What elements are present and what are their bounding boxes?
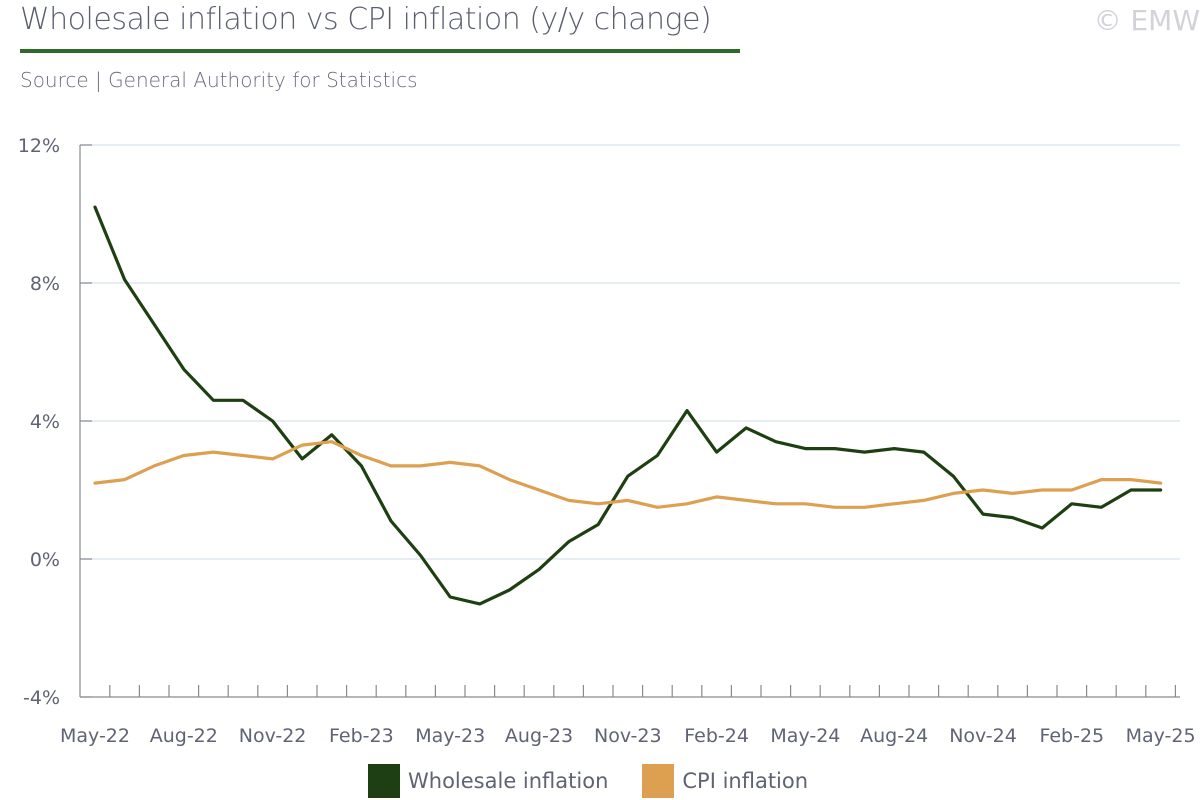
x-tick-label: Feb-25 xyxy=(1039,725,1104,747)
title-underline xyxy=(20,49,740,53)
y-tick-label: 4% xyxy=(30,411,60,433)
y-tick-label: 8% xyxy=(30,273,60,295)
x-tick-label: May-24 xyxy=(770,725,840,747)
x-tick-label: Feb-23 xyxy=(329,725,394,747)
x-tick-label: Nov-24 xyxy=(949,725,1017,747)
legend-label-wholesale: Wholesale inflation xyxy=(408,769,609,793)
x-tick-label: Nov-22 xyxy=(239,725,307,747)
line-chart: -4% 0% 4% 8% 12% May-22 Aug-22 Nov-22 Feb-23 May-… xyxy=(18,135,1196,747)
x-tick-label: Nov-23 xyxy=(594,725,662,747)
x-tick-label: Aug-23 xyxy=(505,725,573,747)
series-line-wholesale xyxy=(93,205,1163,606)
y-tick-label: 12% xyxy=(18,135,60,157)
x-tick-label: May-23 xyxy=(415,725,485,747)
legend-label-cpi: CPI inflation xyxy=(682,769,809,793)
copyright-watermark: © EMW xyxy=(1093,4,1200,37)
x-tick-label: May-22 xyxy=(60,725,130,747)
tick-labels: -4% 0% 4% 8% 12% May-22 Aug-22 Nov-22 Feb-23 May-… xyxy=(18,135,1196,747)
series-lines xyxy=(93,205,1163,606)
x-tick-label: Aug-24 xyxy=(860,725,928,747)
x-tick-label: Feb-24 xyxy=(684,725,749,747)
y-tick-label: 0% xyxy=(30,549,60,571)
legend: Wholesale inflation CPI inflation xyxy=(368,764,842,798)
legend-item-wholesale[interactable]: Wholesale inflation xyxy=(368,764,608,798)
gridlines xyxy=(80,144,1180,560)
axes xyxy=(79,144,1180,698)
x-tick-label: Aug-22 xyxy=(150,725,218,747)
chart-title: Wholesale inflation vs CPI inflation (y/… xyxy=(20,2,712,37)
legend-swatch-cpi xyxy=(642,764,675,798)
legend-swatch-wholesale xyxy=(368,764,400,798)
series-line-cpi xyxy=(93,440,1163,509)
chart-subtitle: Source | General Authority for Statistic… xyxy=(20,68,418,92)
legend-item-cpi[interactable]: CPI inflation xyxy=(642,764,808,798)
y-tick-label: -4% xyxy=(23,687,60,709)
x-tick-label: May-25 xyxy=(1126,725,1196,747)
